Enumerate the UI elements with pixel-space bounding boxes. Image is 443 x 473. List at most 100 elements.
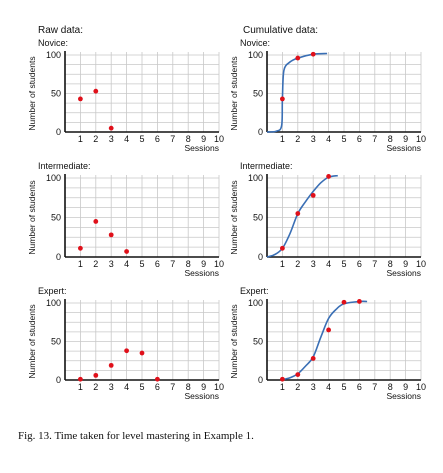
data-point	[78, 96, 83, 102]
y-tick-label: 100	[248, 173, 263, 183]
x-tick-label: 4	[326, 382, 331, 392]
y-tick-label: 0	[258, 375, 263, 385]
cumulative-data-title: Cumulative data:	[243, 25, 318, 36]
y-tick-label: 50	[51, 89, 61, 99]
data-point	[108, 125, 114, 131]
x-tick-label: 6	[155, 382, 160, 392]
panel-title: Intermediate:	[240, 161, 293, 171]
x-tick-label: 4	[124, 259, 129, 269]
x-axis-label: Sessions	[387, 391, 422, 401]
data-point	[139, 350, 145, 356]
x-tick-label: 7	[372, 259, 377, 269]
panel-title: Novice:	[240, 38, 270, 48]
x-axis-label: Sessions	[185, 268, 220, 278]
x-tick-label: 9	[403, 382, 408, 392]
x-tick-label: 3	[109, 382, 114, 392]
x-tick-label: 5	[341, 259, 346, 269]
x-tick-label: 5	[139, 382, 144, 392]
x-tick-label: 5	[341, 134, 346, 144]
data-point	[124, 348, 129, 354]
x-tick-label: 7	[170, 134, 175, 144]
x-tick-label: 3	[109, 259, 114, 269]
x-tick-label: 8	[186, 382, 191, 392]
x-tick-label: 6	[155, 134, 160, 144]
data-point	[310, 356, 316, 361]
x-tick-label: 6	[357, 259, 362, 269]
data-point	[326, 174, 331, 179]
y-tick-label: 50	[51, 213, 61, 223]
data-point	[280, 376, 285, 382]
data-point	[280, 245, 285, 251]
x-tick-label: 3	[311, 382, 316, 392]
x-axis-label: Sessions	[387, 143, 422, 153]
y-axis-label: Number of students	[229, 180, 239, 254]
x-tick-label: 10	[416, 259, 426, 269]
x-tick-label: 4	[326, 134, 331, 144]
y-tick-label: 50	[253, 89, 263, 99]
y-tick-label: 0	[258, 127, 263, 137]
x-tick-label: 10	[416, 134, 426, 144]
data-point	[93, 372, 99, 378]
x-tick-label: 8	[388, 382, 393, 392]
cumulative-curve	[266, 52, 328, 133]
x-tick-label: 2	[295, 134, 300, 144]
x-tick-label: 2	[93, 134, 98, 144]
x-tick-label: 1	[78, 134, 83, 144]
x-tick-label: 10	[214, 134, 224, 144]
x-tick-label: 10	[214, 259, 224, 269]
x-tick-label: 4	[124, 134, 129, 144]
y-tick-label: 50	[253, 337, 263, 347]
data-point	[78, 245, 83, 251]
x-tick-label: 6	[357, 382, 362, 392]
y-axis-label: Number of students	[229, 56, 239, 130]
data-point	[108, 232, 114, 238]
y-tick-label: 100	[248, 50, 263, 60]
x-tick-label: 1	[78, 382, 83, 392]
panel-title: Intermediate:	[38, 161, 91, 171]
x-tick-label: 3	[109, 134, 114, 144]
x-tick-label: 5	[139, 134, 144, 144]
data-point	[280, 96, 285, 102]
x-axis-label: Sessions	[185, 391, 220, 401]
x-tick-label: 4	[124, 382, 129, 392]
x-tick-label: 6	[357, 134, 362, 144]
data-point	[295, 372, 301, 378]
x-tick-label: 7	[372, 382, 377, 392]
y-tick-label: 50	[51, 337, 61, 347]
x-tick-label: 5	[341, 382, 346, 392]
x-tick-label: 9	[403, 259, 408, 269]
data-point	[108, 362, 114, 368]
x-tick-label: 7	[170, 382, 175, 392]
y-tick-label: 0	[56, 375, 61, 385]
y-tick-label: 100	[248, 298, 263, 308]
y-tick-label: 100	[46, 298, 61, 308]
data-point	[155, 376, 160, 382]
x-axis-label: Sessions	[185, 143, 220, 153]
data-point	[93, 219, 99, 224]
data-point	[295, 211, 301, 216]
panel-title: Expert:	[38, 286, 67, 296]
data-point	[326, 327, 331, 333]
y-axis-label: Number of students	[27, 180, 37, 254]
x-axis-label: Sessions	[387, 268, 422, 278]
x-tick-label: 9	[201, 134, 206, 144]
data-point	[310, 192, 316, 198]
x-tick-label: 9	[201, 259, 206, 269]
raw-data-title: Raw data:	[38, 25, 83, 36]
x-tick-label: 7	[372, 134, 377, 144]
x-tick-label: 8	[186, 134, 191, 144]
x-tick-label: 8	[186, 259, 191, 269]
x-tick-label: 4	[326, 259, 331, 269]
data-point	[357, 299, 362, 304]
data-point	[78, 376, 83, 382]
x-tick-label: 1	[78, 259, 83, 269]
x-tick-label: 7	[170, 259, 175, 269]
cumulative-curve	[280, 300, 368, 381]
data-point	[341, 299, 347, 305]
